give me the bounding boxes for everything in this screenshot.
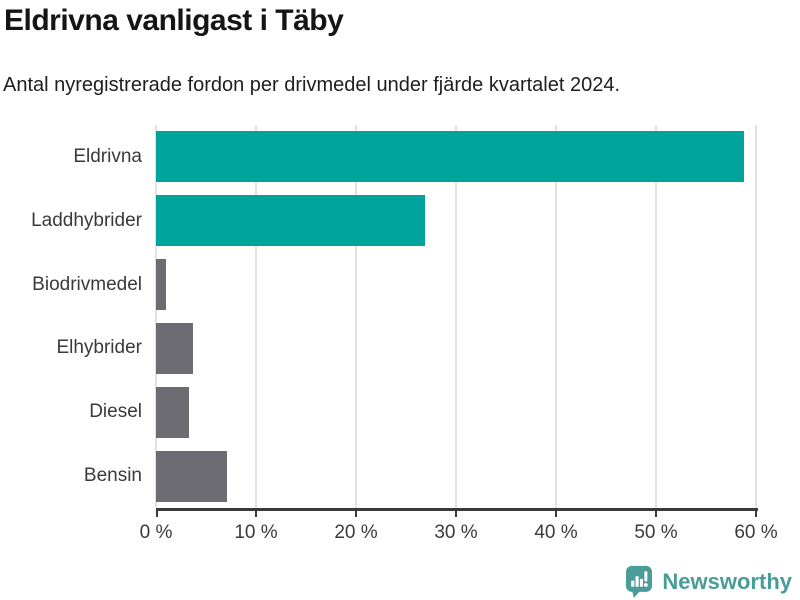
gridline bbox=[255, 125, 257, 508]
bar-laddhybrider bbox=[156, 195, 425, 247]
category-label: Laddhybrider bbox=[31, 209, 142, 231]
bar-diesel bbox=[156, 386, 189, 438]
bar-row: Biodrivmedel bbox=[0, 253, 760, 317]
x-axis-tick bbox=[455, 508, 457, 517]
gridline bbox=[755, 125, 757, 508]
bar-row: Elhybrider bbox=[0, 317, 760, 381]
chart-title: Eldrivna vanligast i Täby bbox=[4, 4, 344, 37]
x-axis-tick bbox=[355, 508, 357, 517]
x-axis-tick-label: 50 % bbox=[634, 522, 678, 543]
x-axis-tick-label: 20 % bbox=[334, 522, 378, 543]
bar-row: Eldrivna bbox=[0, 125, 760, 189]
x-axis-tick-label: 0 % bbox=[139, 522, 173, 543]
x-axis-tick bbox=[156, 508, 158, 517]
chart-subtitle: Antal nyregistrerade fordon per drivmede… bbox=[3, 74, 621, 96]
plot-gridlines bbox=[155, 125, 760, 508]
x-axis-tick-label: 60 % bbox=[734, 522, 778, 543]
x-axis-tick bbox=[655, 508, 657, 517]
bar-row: Bensin bbox=[0, 444, 760, 508]
x-axis-tick-label: 10 % bbox=[234, 522, 278, 543]
bar-row: Diesel bbox=[0, 380, 760, 444]
bar-eldrivna bbox=[156, 131, 744, 183]
gridline bbox=[355, 125, 357, 508]
gridline bbox=[555, 125, 557, 508]
brand-footer: Newsworthy bbox=[625, 565, 792, 598]
x-axis-tick-label: 30 % bbox=[434, 522, 478, 543]
x-axis-tick bbox=[755, 508, 757, 517]
brand-name: Newsworthy bbox=[662, 568, 792, 594]
gridline bbox=[455, 125, 457, 508]
category-label: Biodrivmedel bbox=[32, 273, 142, 295]
bar-biodrivmedel bbox=[156, 259, 166, 311]
bar-row: Laddhybrider bbox=[0, 189, 760, 253]
x-axis: 0 % 10 % 20 % 30 % 40 % 50 % 60 % bbox=[140, 508, 778, 558]
x-axis-tick bbox=[555, 508, 557, 517]
x-axis-tick-label: 40 % bbox=[534, 522, 578, 543]
x-axis-tick bbox=[255, 508, 257, 517]
gridline bbox=[655, 125, 657, 508]
gridline bbox=[155, 125, 157, 508]
x-axis-line bbox=[156, 508, 758, 511]
category-label: Elhybrider bbox=[56, 337, 142, 359]
category-label: Eldrivna bbox=[73, 145, 142, 167]
category-label: Bensin bbox=[83, 465, 142, 487]
newsworthy-logo-icon bbox=[626, 565, 653, 598]
plot-area: Eldrivna Laddhybrider Biodrivmedel Elhybrid… bbox=[0, 125, 760, 508]
bar-elhybrider bbox=[156, 322, 193, 374]
category-label: Diesel bbox=[89, 401, 142, 423]
bar-bensin bbox=[156, 450, 227, 502]
